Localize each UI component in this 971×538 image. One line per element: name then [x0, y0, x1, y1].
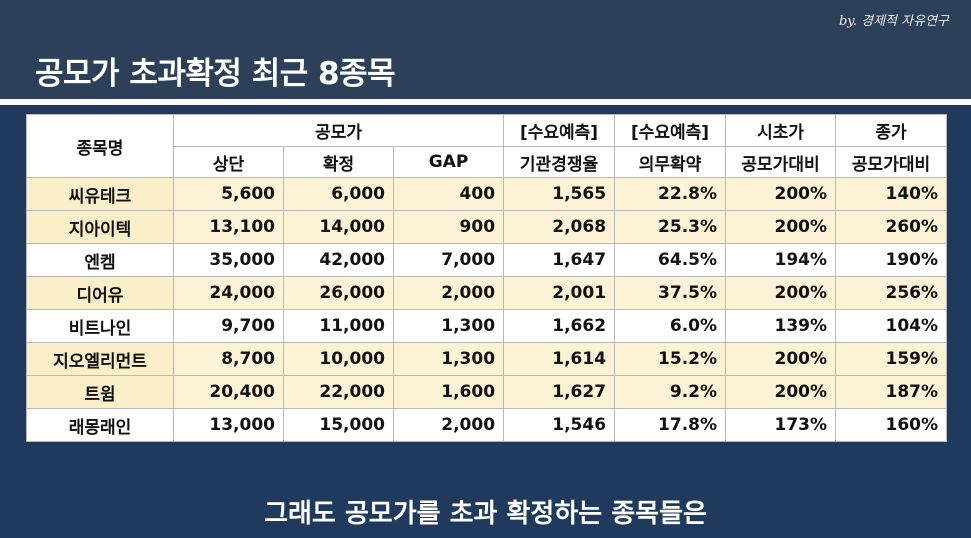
header-demand-rate-top: [수요예측] [503, 114, 616, 147]
header-gap: GAP [392, 146, 505, 178]
cell-name: 지오엘리먼트 [26, 342, 174, 376]
signature-text: by. 경제적 자유연구 [838, 14, 949, 29]
cell-upper: 24,000 [173, 276, 284, 310]
cell-open-ratio: 194% [725, 243, 837, 277]
table-row: 디어유 24,000 26,000 2,000 2,001 37.5% 200% 256% [26, 276, 948, 310]
cell-lockup: 25.3% [614, 210, 727, 244]
header-lockup: 의무확약 [614, 146, 727, 178]
cell-open-ratio: 200% [725, 342, 837, 376]
cell-lockup: 64.5% [614, 243, 727, 277]
table-header-row-2: 상단 확정 GAP 기관경쟁율 의무확약 공모가대비 공모가대비 [27, 146, 948, 178]
cell-close-ratio: 187% [835, 375, 948, 409]
cell-gap: 2,000 [392, 276, 505, 310]
header-price-group: 공모가 [172, 114, 505, 147]
cell-upper: 8,700 [173, 342, 284, 376]
cell-lockup: 15.2% [614, 342, 727, 376]
cell-demand-rate: 1,627 [503, 375, 616, 409]
cell-close-ratio: 140% [835, 177, 948, 211]
cell-close-ratio: 190% [835, 243, 948, 277]
cell-lockup: 22.8% [614, 177, 727, 211]
cell-upper: 20,400 [173, 375, 284, 409]
ipo-table: 종목명 공모가 [수요예측] [수요예측] 시초가 종가 상단 확정 GAP 기… [26, 114, 948, 442]
cell-lockup: 9.2% [614, 375, 727, 409]
table-row: 래몽래인 13,000 15,000 2,000 1,546 17.8% 173% 160% [26, 408, 948, 442]
cell-name: 엔켐 [26, 243, 174, 277]
cell-lockup: 6.0% [614, 309, 727, 343]
cell-name: 씨유테크 [26, 177, 174, 211]
cell-open-ratio: 200% [725, 210, 837, 244]
header-upper: 상단 [173, 146, 284, 178]
table-row: 지아이텍 13,100 14,000 900 2,068 25.3% 200% 260% [26, 210, 948, 244]
table-row: 씨유테크 5,600 6,000 400 1,565 22.8% 200% 140% [26, 177, 948, 211]
cell-gap: 1,300 [392, 342, 505, 376]
cell-gap: 1,600 [392, 375, 505, 409]
cell-close-ratio: 159% [835, 342, 948, 376]
cell-close-ratio: 260% [835, 210, 948, 244]
cell-confirmed: 15,000 [283, 408, 394, 442]
header-close-price: 공모가대비 [835, 146, 948, 178]
cell-demand-rate: 1,546 [503, 408, 616, 442]
cell-name: 비트나인 [26, 309, 174, 343]
cell-confirmed: 11,000 [283, 309, 394, 343]
cell-confirmed: 14,000 [283, 210, 394, 244]
cell-demand-rate: 2,001 [503, 276, 616, 310]
cell-upper: 13,000 [173, 408, 284, 442]
cell-confirmed: 42,000 [283, 243, 394, 277]
table-row: 비트나인 9,700 11,000 1,300 1,662 6.0% 139% 104% [26, 309, 948, 343]
cell-open-ratio: 200% [725, 375, 837, 409]
cell-confirmed: 22,000 [283, 375, 394, 409]
cell-gap: 900 [392, 210, 505, 244]
header-name: 종목명 [26, 114, 174, 178]
cell-demand-rate: 1,565 [503, 177, 616, 211]
cell-name: 트윔 [26, 375, 174, 409]
cell-name: 래몽래인 [26, 408, 174, 442]
cell-demand-rate: 1,662 [503, 309, 616, 343]
cell-confirmed: 10,000 [283, 342, 394, 376]
cell-upper: 13,100 [173, 210, 284, 244]
table-row: 엔켐 35,000 42,000 7,000 1,647 64.5% 194% 190% [26, 243, 948, 277]
cell-gap: 7,000 [392, 243, 505, 277]
header-open-price: 공모가대비 [725, 146, 837, 178]
cell-lockup: 37.5% [614, 276, 727, 310]
cell-name: 디어유 [26, 276, 174, 310]
cell-gap: 1,300 [392, 309, 505, 343]
cell-confirmed: 26,000 [283, 276, 394, 310]
cell-upper: 5,600 [173, 177, 284, 211]
cell-upper: 9,700 [173, 309, 284, 343]
cell-upper: 35,000 [173, 243, 284, 277]
cell-close-ratio: 160% [835, 408, 948, 442]
cell-lockup: 17.8% [614, 408, 727, 442]
cell-gap: 2,000 [392, 408, 505, 442]
title-bar [0, 0, 971, 99]
table-header-row-1: 종목명 공모가 [수요예측] [수요예측] 시초가 종가 [26, 114, 948, 178]
header-demand-rate: 기관경쟁율 [503, 146, 616, 178]
cell-open-ratio: 200% [725, 276, 837, 310]
cell-close-ratio: 104% [835, 309, 948, 343]
cell-demand-rate: 1,614 [503, 342, 616, 376]
cell-gap: 400 [392, 177, 505, 211]
cell-open-ratio: 200% [725, 177, 837, 211]
table-row: 지오엘리먼트 8,700 10,000 1,300 1,614 15.2% 200% 159% [26, 342, 948, 376]
cell-close-ratio: 256% [835, 276, 948, 310]
header-confirmed: 확정 [283, 146, 394, 178]
cell-confirmed: 6,000 [283, 177, 394, 211]
slide-title: 공모가 초과확정 최근 8종목 [35, 56, 396, 92]
header-close-price-top: 종가 [835, 114, 948, 147]
cell-open-ratio: 173% [725, 408, 837, 442]
header-open-price-top: 시초가 [725, 114, 837, 147]
cell-open-ratio: 139% [725, 309, 837, 343]
caption-subtitle: 그래도 공모가를 초과 확정하는 종목들은 [264, 499, 707, 529]
table-row: 트윔 20,400 22,000 1,600 1,627 9.2% 200% 187% [26, 375, 948, 409]
cell-name: 지아이텍 [26, 210, 174, 244]
cell-demand-rate: 2,068 [503, 210, 616, 244]
divider-rule [0, 99, 971, 105]
header-lockup-top: [수요예측] [614, 114, 727, 147]
cell-demand-rate: 1,647 [503, 243, 616, 277]
